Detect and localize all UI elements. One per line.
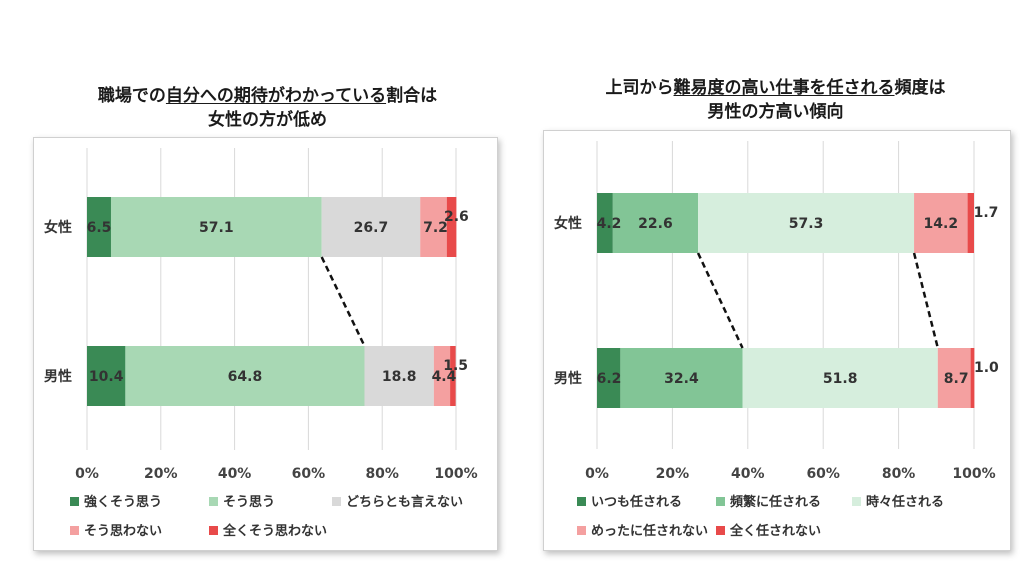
data-label: 7.2 xyxy=(423,220,448,236)
x-tick-label: 60% xyxy=(292,466,326,482)
bar-segment xyxy=(420,197,447,257)
category-label: 男性 xyxy=(44,368,72,385)
legend-swatch xyxy=(70,526,79,535)
bar-segment xyxy=(967,193,974,253)
chart-left: 0% 20% 40% 60% 80% 100% 女性 6.5 57.1 26.7 7.22.6 男性 1… xyxy=(44,148,478,539)
title-underlined-text: 自分への期待がわかっている xyxy=(165,86,387,106)
data-label: 2.6 xyxy=(444,209,469,225)
comparison-connector xyxy=(696,252,744,349)
chart-panel-right: 0% 20% 40% 60% 80% 100% 女性 4.2 22.6 57.3 14.2 1.7 男性… xyxy=(543,130,1011,551)
bar-segment xyxy=(937,348,971,408)
legend-label: 頻繁に任される xyxy=(730,494,821,510)
title-line-2: 女性の方が低め xyxy=(208,110,327,130)
x-tick-label: 0% xyxy=(585,466,609,482)
legend-swatch xyxy=(209,497,218,506)
bar-segment xyxy=(450,346,456,406)
category-label: 男性 xyxy=(554,370,582,387)
bar-segment xyxy=(125,346,365,406)
legend-label: 強くそう思う xyxy=(84,494,162,510)
legend-swatch xyxy=(577,497,586,506)
legend-label: 全くそう思わない xyxy=(222,523,327,539)
data-label: 10.4 xyxy=(89,369,124,385)
data-label: 18.8 xyxy=(382,369,417,385)
bar-segment xyxy=(110,197,322,257)
comparison-connector xyxy=(320,256,366,347)
comparison-connector xyxy=(912,252,940,349)
data-label: 1.7 xyxy=(974,205,999,221)
bar-segment xyxy=(446,197,457,257)
x-tick-label: 80% xyxy=(365,466,399,482)
bar-segment xyxy=(597,348,621,408)
data-label: 1.5 xyxy=(443,358,468,374)
x-tick-label: 40% xyxy=(731,466,765,482)
x-tick-label: 100% xyxy=(952,466,995,482)
title-line-1: 職場での自分への期待がわかっている割合は xyxy=(40,84,495,108)
bar-segment xyxy=(914,193,968,253)
title-line-2: 男性の方高い傾向 xyxy=(707,102,844,122)
title-underlined-text: 難易度の高い仕事を任される xyxy=(673,78,895,98)
legend-label: 時々任される xyxy=(866,494,944,510)
bar-segment xyxy=(698,193,915,253)
chart-title-left: 職場での自分への期待がわかっている割合は 女性の方が低め xyxy=(40,84,495,132)
bar-segment xyxy=(742,348,938,408)
data-label: 57.3 xyxy=(789,216,824,232)
x-tick-label: 20% xyxy=(144,466,178,482)
data-label: 22.6 xyxy=(638,216,673,232)
legend-swatch xyxy=(577,526,586,535)
title-text: 上司から xyxy=(605,78,674,98)
legend-label: そう思わない xyxy=(84,524,162,539)
data-label: 4.2 xyxy=(597,216,622,232)
x-tick-label: 40% xyxy=(218,466,252,482)
bar-segment xyxy=(612,193,699,253)
legend-swatch xyxy=(716,526,725,535)
bar-segment xyxy=(620,348,743,408)
legend-swatch xyxy=(852,497,861,506)
title-text: 割合は xyxy=(386,86,438,106)
title-line-1: 上司から難易度の高い仕事を任される頻度は xyxy=(548,76,1003,100)
legend-swatch xyxy=(209,526,218,535)
bar-segment xyxy=(970,348,975,408)
data-label: 57.1 xyxy=(199,220,234,236)
data-label: 8.7 xyxy=(944,371,969,387)
legend-swatch xyxy=(70,497,79,506)
title-text: 頻度は xyxy=(894,78,946,98)
bar-segment xyxy=(87,197,111,257)
data-label: 4.4 xyxy=(432,369,457,385)
data-label: 26.7 xyxy=(354,220,389,236)
legend-label: めったに任されない xyxy=(591,523,708,539)
category-label: 女性 xyxy=(554,215,582,232)
bar-segment xyxy=(433,346,451,406)
x-tick-label: 60% xyxy=(806,466,840,482)
data-label: 51.8 xyxy=(823,371,858,387)
legend-label: どちらとも言えない xyxy=(346,494,463,510)
legend-label: 全く任されない xyxy=(729,523,821,539)
chart-right: 0% 20% 40% 60% 80% 100% 女性 4.2 22.6 57.3 14.2 1.7 男性… xyxy=(554,141,999,539)
title-text: 職場での xyxy=(97,86,166,106)
category-label: 女性 xyxy=(44,219,72,236)
legend-label: そう思う xyxy=(223,495,275,510)
bar-segment xyxy=(364,346,434,406)
x-tick-label: 80% xyxy=(882,466,916,482)
legend-label: いつも任される xyxy=(591,494,682,510)
data-label: 6.2 xyxy=(597,371,622,387)
chart-title-right: 上司から難易度の高い仕事を任される頻度は 男性の方高い傾向 xyxy=(548,76,1003,124)
x-tick-label: 20% xyxy=(656,466,690,482)
x-tick-label: 100% xyxy=(434,466,477,482)
chart-panel-left: 0% 20% 40% 60% 80% 100% 女性 6.5 57.1 26.7 7.2 2.6 男性 1… xyxy=(33,137,498,551)
bar-segment xyxy=(597,193,613,253)
data-label: 32.4 xyxy=(664,371,699,387)
legend-swatch xyxy=(332,497,341,506)
data-label: 1.0 xyxy=(974,360,999,376)
data-label: 64.8 xyxy=(228,369,263,385)
bar-segment xyxy=(321,197,421,257)
x-tick-label: 0% xyxy=(75,466,99,482)
bar-segment xyxy=(87,346,126,406)
data-label: 6.5 xyxy=(87,220,112,236)
data-label: 14.2 xyxy=(924,216,959,232)
legend-swatch xyxy=(716,497,725,506)
